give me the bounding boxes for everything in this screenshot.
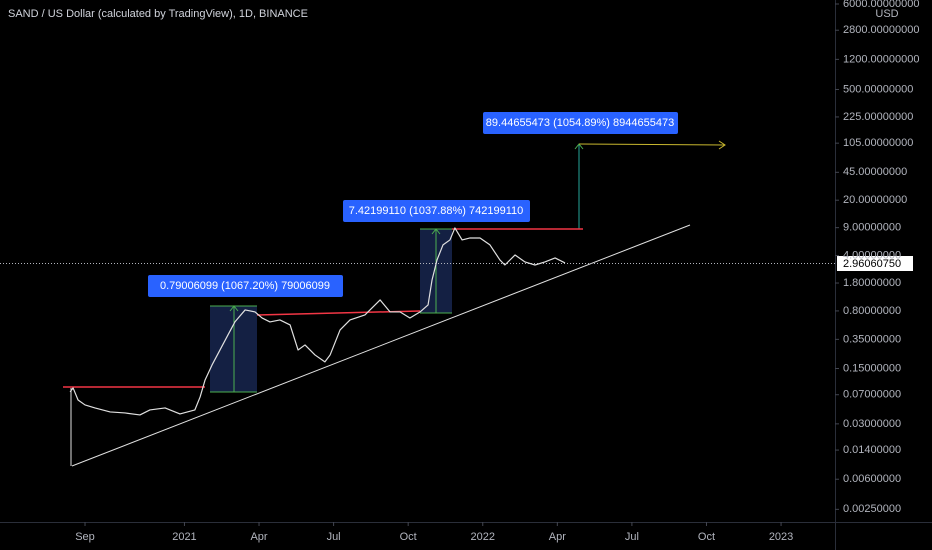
annotation-box bbox=[148, 275, 343, 297]
annotation: 7.42199110 (1037.88%) 742199110 bbox=[349, 205, 524, 217]
y-tick-label: 225.00000000 bbox=[843, 111, 913, 123]
y-tick-label: 9.00000000 bbox=[843, 222, 901, 234]
y-tick-label: 6000.00000000 bbox=[843, 0, 919, 10]
y-tick-label: 105.00000000 bbox=[843, 137, 913, 149]
y-tick-label: 0.03000000 bbox=[843, 418, 901, 430]
annotation: 89.44655473 (1054.89%) 8944655473 bbox=[486, 117, 674, 129]
arrow-head bbox=[229, 305, 239, 312]
x-tick-label: Apr bbox=[549, 531, 566, 543]
y-tick-label: 4.00000000 bbox=[843, 249, 901, 261]
annotation-box bbox=[343, 200, 530, 222]
target-line bbox=[578, 143, 726, 146]
x-tick-label: Sep bbox=[75, 531, 95, 543]
y-tick-label: 0.01400000 bbox=[843, 444, 901, 456]
price-label-box bbox=[837, 256, 913, 271]
x-tick-label: 2023 bbox=[769, 531, 793, 543]
x-tick-label: Jul bbox=[625, 531, 639, 543]
y-tick-label: 45.00000000 bbox=[843, 166, 907, 178]
y-tick-label: 0.15000000 bbox=[843, 362, 901, 374]
y-tick-label: 20.00000000 bbox=[843, 194, 907, 206]
y-tick-label: 0.80000000 bbox=[843, 305, 901, 317]
y-tick-label: 1200.00000000 bbox=[843, 53, 919, 65]
x-tick-label: Oct bbox=[400, 531, 417, 543]
y-tick-label: 500.00000000 bbox=[843, 83, 913, 95]
y-tick-label: 0.35000000 bbox=[843, 333, 901, 345]
arrow-head bbox=[431, 228, 441, 235]
price-label: 2.96060750 bbox=[843, 258, 901, 270]
trend-line bbox=[71, 224, 691, 467]
x-tick-label: 2022 bbox=[471, 531, 495, 543]
x-tick-label: Jul bbox=[327, 531, 341, 543]
y-tick-label: 0.07000000 bbox=[843, 389, 901, 401]
price-series bbox=[69, 227, 566, 416]
x-tick-label: Oct bbox=[698, 531, 715, 543]
arrow-head bbox=[718, 140, 726, 150]
x-tick-label: Apr bbox=[250, 531, 267, 543]
chart-title: SAND / US Dollar (calculated by TradingV… bbox=[8, 8, 308, 20]
axis-unit: USD bbox=[875, 8, 898, 20]
annotation: 0.79006099 (1067.20%) 79006099 bbox=[160, 280, 330, 292]
y-tick-label: 0.00600000 bbox=[843, 473, 901, 485]
x-tick-label: 2021 bbox=[172, 531, 196, 543]
drawings: 0.79006099 (1067.20%) 79006099 7.4219911… bbox=[0, 112, 835, 467]
annotation-box bbox=[483, 112, 678, 134]
y-tick-label: 2800.00000000 bbox=[843, 24, 919, 36]
y-tick-label: 0.00250000 bbox=[843, 503, 901, 515]
y-tick-label: 1.80000000 bbox=[843, 277, 901, 289]
